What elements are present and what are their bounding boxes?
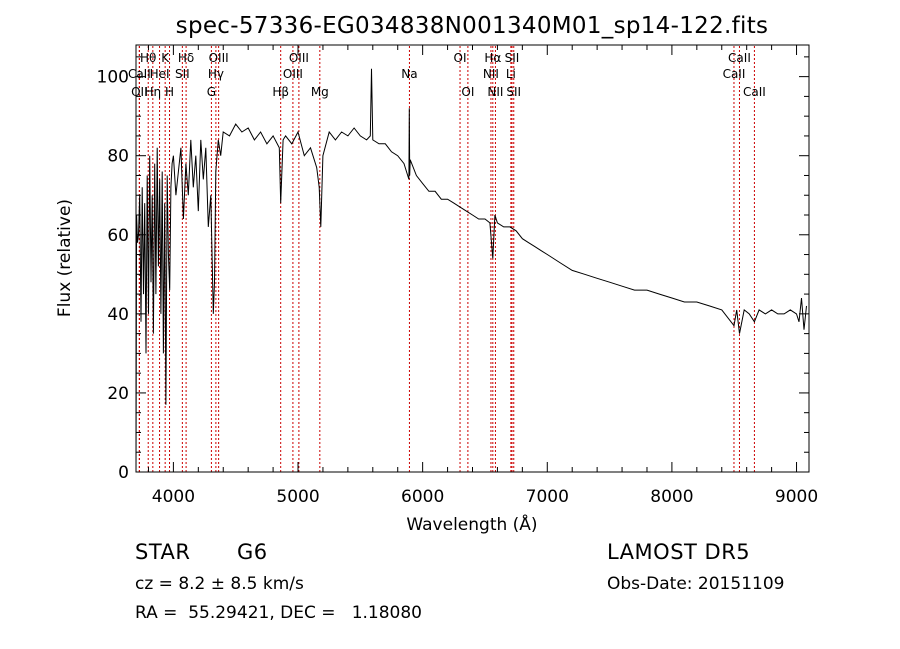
y-axis-label: Flux (relative) (55, 199, 75, 317)
spectral-line-label: Hα (484, 51, 501, 65)
x-tick-label: 6000 (401, 487, 444, 507)
survey-name: LAMOST DR5 (607, 540, 751, 564)
spectral-line-label: Hγ (208, 67, 224, 81)
spectral-line-label: Hθ (140, 51, 156, 65)
spectral-line-label: OII (131, 85, 148, 99)
spectrum-line (135, 68, 807, 473)
spectral-line-label: K (161, 51, 170, 65)
obs-date: Obs-Date: 20151109 (607, 574, 785, 594)
x-tick-label: 7000 (526, 487, 569, 507)
y-tick-label: 0 (118, 463, 129, 483)
spectral-line-label: Hδ (178, 51, 194, 65)
x-tick-label: 4000 (152, 487, 195, 507)
plot-frame (135, 44, 810, 473)
spectral-line-label: Na (401, 67, 417, 81)
spectral-line-label: CaII (128, 67, 151, 81)
spectral-line-label: CaII (728, 51, 751, 65)
y-axis-ticks: 0 20 40 60 80 100 (97, 56, 809, 483)
y-tick-label: 20 (107, 384, 129, 404)
x-axis-ticks: 4000 5000 6000 7000 8000 9000 (147, 45, 818, 507)
x-tick-label: 8000 (650, 487, 693, 507)
spectral-line-label: CaII (723, 67, 746, 81)
redshift-text: cz = 8.2 ± 8.5 km/s (135, 574, 304, 594)
chart-title: spec-57336-EG034838N001340M01_sp14-122.f… (176, 13, 769, 39)
spectral-line-label: OI (461, 85, 474, 99)
spectral-line-label: CaII (743, 85, 766, 99)
spectral-line-label: Hβ (272, 85, 289, 99)
x-tick-label: 9000 (775, 487, 818, 507)
spectral-line-label: HeI (150, 67, 170, 81)
y-tick-label: 60 (107, 226, 129, 246)
spectral-line-label: OIII (289, 51, 309, 65)
y-tick-label: 40 (107, 305, 129, 325)
spectral-line-label: G (207, 85, 216, 99)
spectral-line-label: SII (506, 85, 521, 99)
spectral-line-label: H (165, 85, 174, 99)
spectral-line-label: Li (506, 67, 516, 81)
x-axis-label: Wavelength (Å) (406, 513, 537, 535)
coordinates-text: RA = 55.29421, DEC = 1.18080 (135, 603, 422, 623)
x-tick-label: 5000 (276, 487, 319, 507)
object-class: STAR (135, 540, 191, 564)
spectral-line-label: OIII (283, 67, 303, 81)
spectral-line-label: OI (454, 51, 467, 65)
spectral-line-label: SII (175, 67, 190, 81)
spectral-line-label: Hη (145, 85, 162, 99)
spectral-line-label: OIII (209, 51, 229, 65)
spectral-line-label: Mg (311, 85, 329, 99)
spectral-line-label: NII (487, 85, 503, 99)
spectral-line-label: SII (505, 51, 520, 65)
y-tick-label: 100 (97, 68, 129, 88)
object-subclass: G6 (237, 540, 268, 564)
spectral-line-label: NII (483, 67, 499, 81)
spectral-line-markers (138, 46, 755, 472)
y-tick-label: 80 (107, 147, 129, 167)
